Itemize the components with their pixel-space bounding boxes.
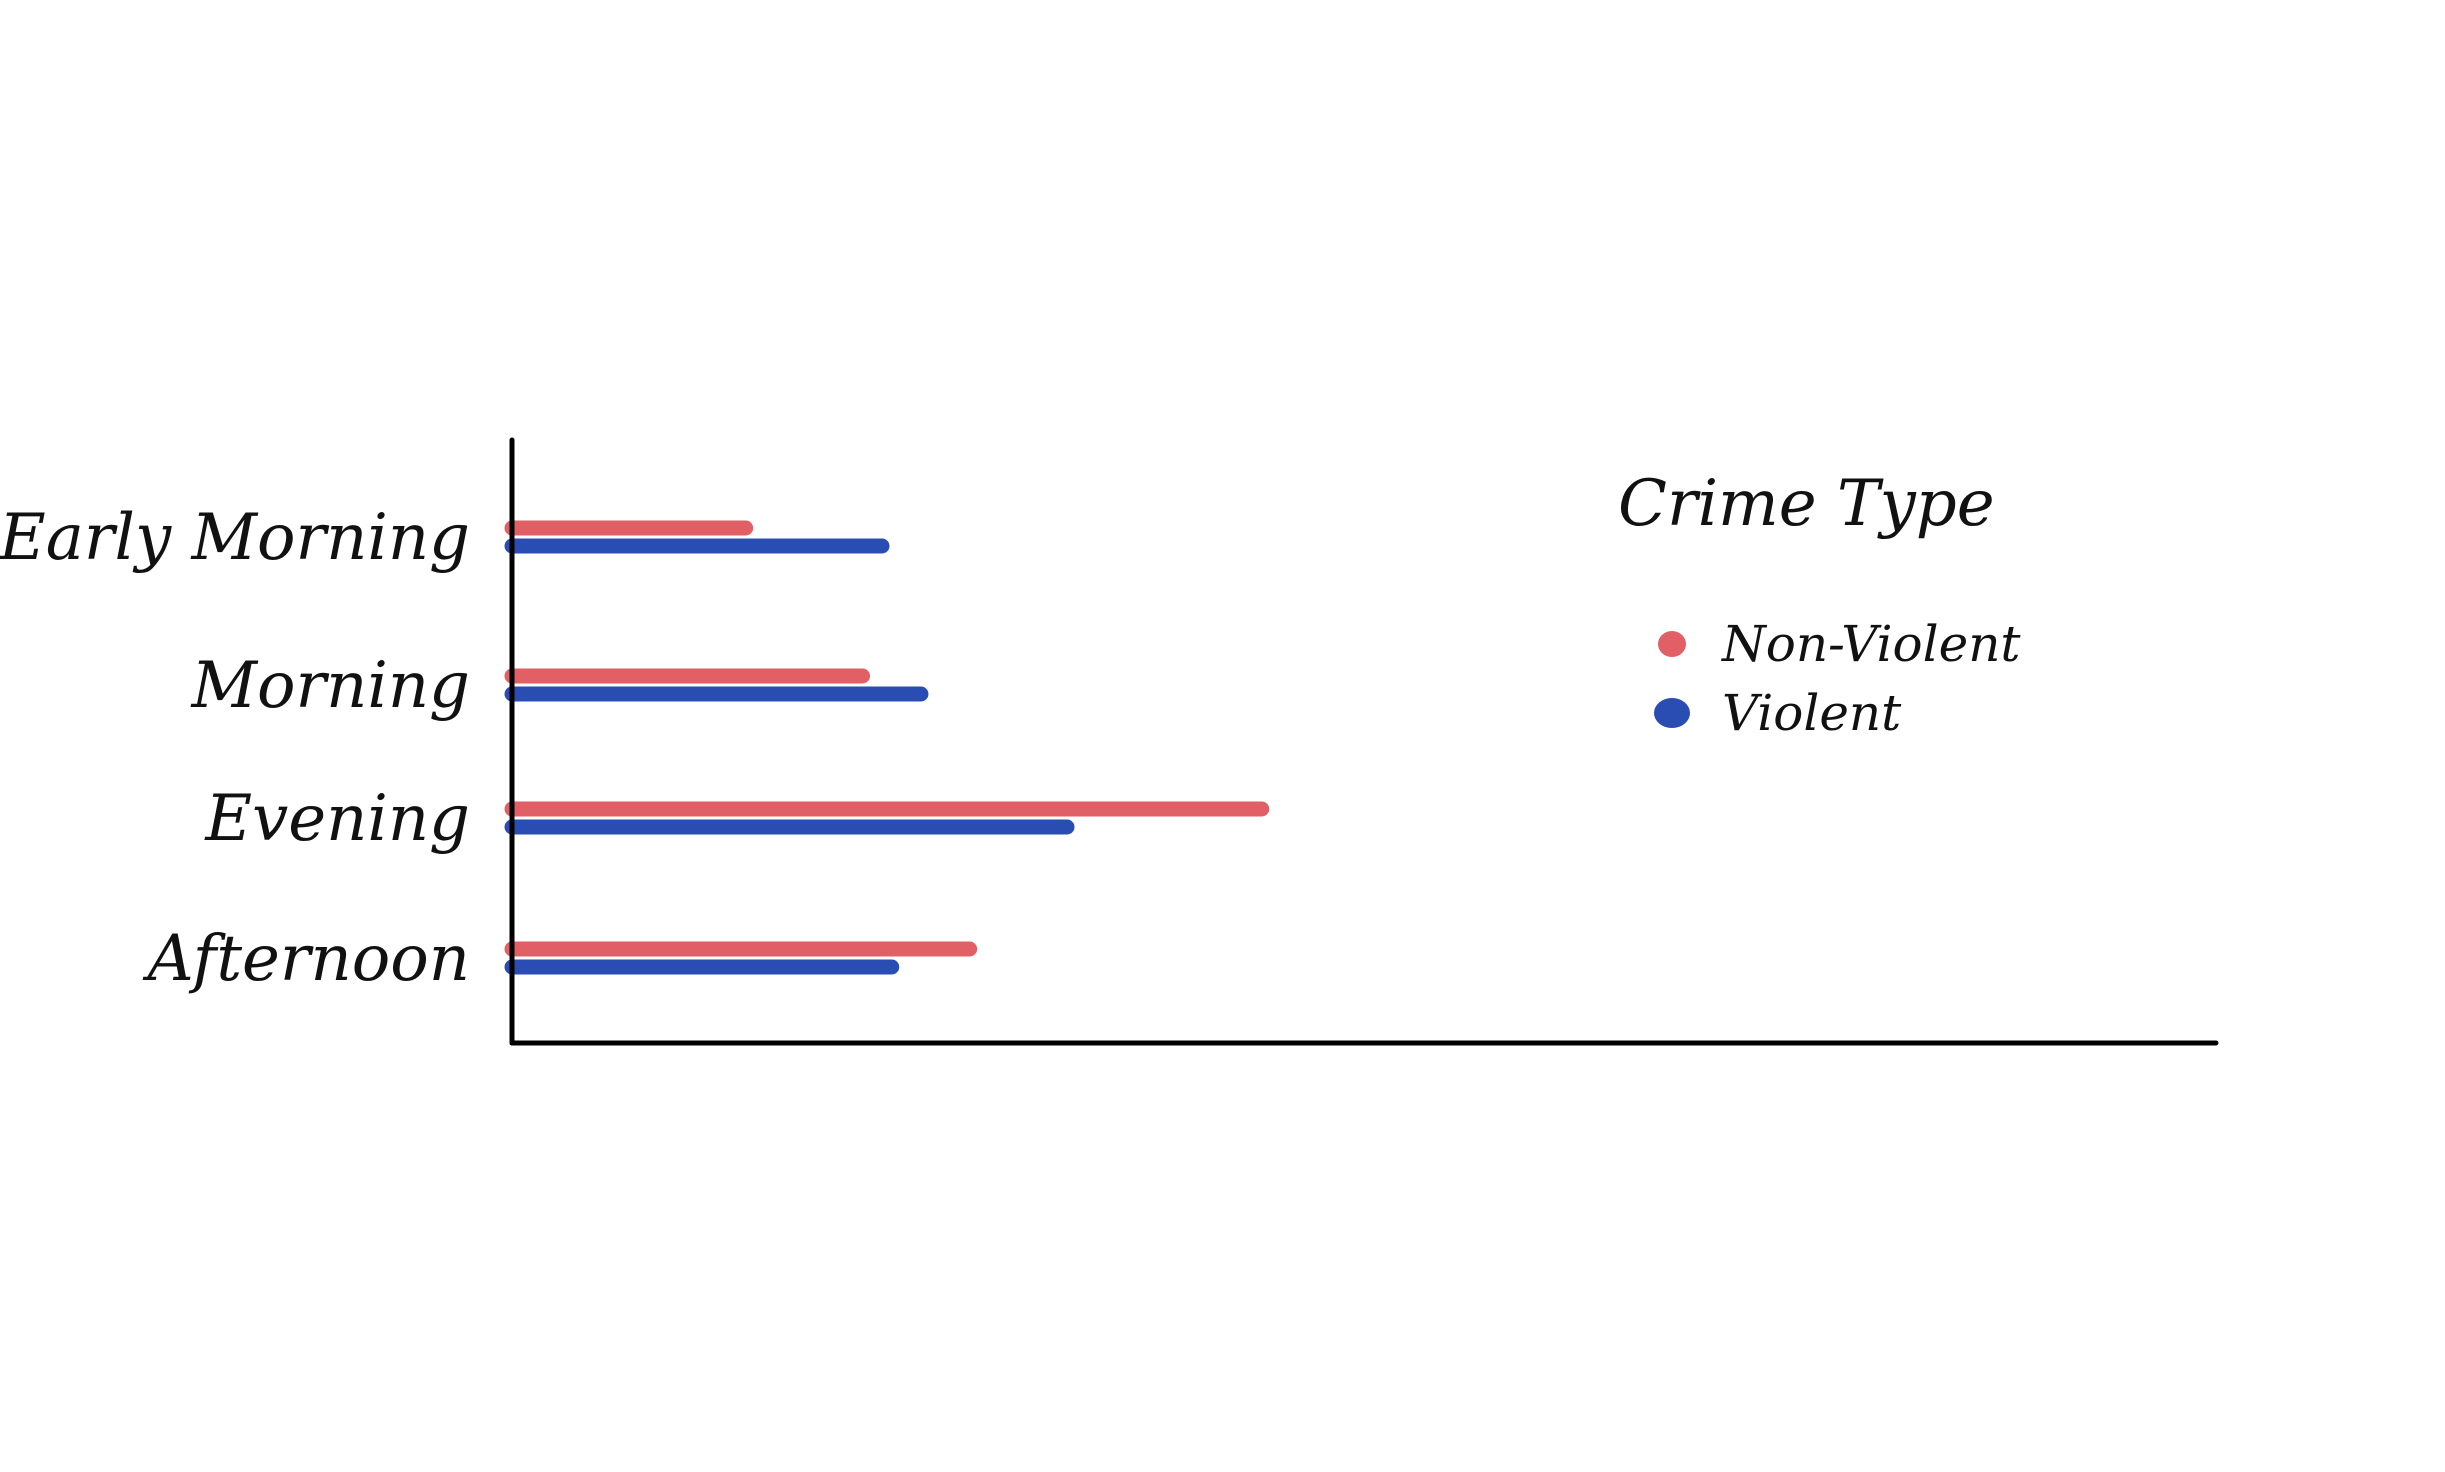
category-labels: Early Morning Morning Evening Afternoon — [0, 501, 470, 996]
category-label: Morning — [190, 649, 470, 723]
legend-title: Crime Type — [1618, 467, 1995, 541]
legend-swatch-non-violent — [1658, 631, 1686, 657]
legend-swatch-violent — [1654, 698, 1690, 728]
category-label: Early Morning — [0, 501, 470, 575]
category-label: Afternoon — [143, 922, 470, 996]
legend-items: Non-Violent Violent — [1654, 615, 2021, 742]
legend-label-non-violent: Non-Violent — [1721, 615, 2021, 673]
legend-label-violent: Violent — [1722, 684, 1902, 742]
bars-group — [504, 520, 1270, 975]
category-label: Evening — [204, 782, 470, 856]
legend: Crime Type Non-Violent Violent — [1618, 467, 2021, 742]
